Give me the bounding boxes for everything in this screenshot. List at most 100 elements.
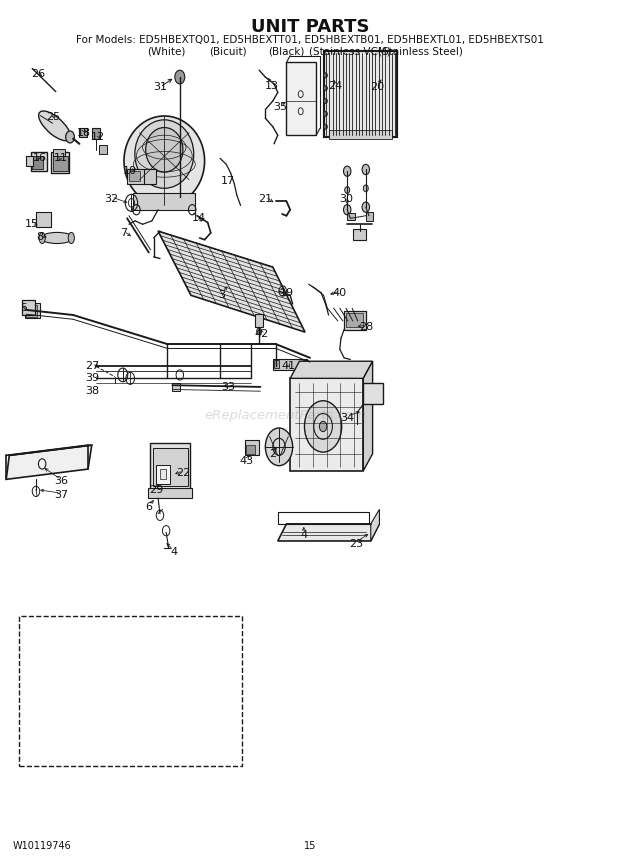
Text: 20: 20 — [370, 82, 384, 92]
Circle shape — [324, 111, 327, 116]
Text: eReplacementParts.com: eReplacementParts.com — [204, 408, 366, 422]
Text: (Stainless Steel): (Stainless Steel) — [378, 46, 463, 56]
Ellipse shape — [68, 233, 74, 244]
Bar — [255, 314, 263, 327]
Circle shape — [257, 328, 262, 335]
Text: 31: 31 — [153, 82, 167, 92]
Text: 3: 3 — [218, 290, 226, 300]
Bar — [36, 212, 51, 227]
Bar — [92, 128, 100, 139]
Bar — [150, 443, 190, 490]
Polygon shape — [290, 361, 373, 378]
Text: (Black): (Black) — [268, 46, 304, 56]
Bar — [274, 360, 279, 368]
Text: 13: 13 — [265, 80, 278, 91]
Circle shape — [345, 187, 350, 193]
Text: (Stainless VCM): (Stainless VCM) — [309, 46, 391, 56]
Circle shape — [324, 73, 327, 78]
Text: 33: 33 — [221, 382, 235, 392]
Text: W10119746: W10119746 — [12, 841, 71, 851]
Circle shape — [324, 86, 327, 91]
Ellipse shape — [146, 128, 183, 172]
Bar — [127, 169, 151, 184]
Text: 39: 39 — [85, 373, 99, 383]
Ellipse shape — [66, 131, 74, 143]
Text: 12: 12 — [91, 132, 105, 142]
Text: 28: 28 — [359, 322, 373, 332]
Text: 36: 36 — [54, 476, 68, 486]
Bar — [148, 488, 192, 498]
Text: 17: 17 — [221, 176, 235, 187]
Text: 4: 4 — [170, 547, 177, 557]
Text: 29: 29 — [149, 484, 163, 495]
Text: 38: 38 — [85, 386, 99, 396]
Text: 6: 6 — [145, 502, 153, 512]
Text: 32: 32 — [105, 193, 118, 204]
Text: 26: 26 — [32, 69, 45, 80]
Bar — [53, 149, 65, 156]
Polygon shape — [158, 231, 305, 332]
Bar — [144, 169, 156, 184]
Bar — [99, 145, 107, 154]
Circle shape — [343, 166, 351, 176]
Bar — [25, 303, 40, 318]
Text: 23: 23 — [350, 538, 363, 549]
Bar — [329, 130, 392, 139]
Bar — [344, 311, 366, 330]
Bar — [273, 359, 307, 370]
Bar — [363, 383, 383, 404]
Bar — [346, 313, 363, 327]
Text: 22: 22 — [176, 467, 190, 478]
Bar — [286, 62, 316, 135]
Text: 7: 7 — [120, 228, 128, 238]
Circle shape — [319, 421, 327, 431]
Text: 5: 5 — [20, 303, 27, 313]
Bar — [324, 51, 397, 137]
Polygon shape — [363, 361, 373, 471]
Text: 30: 30 — [339, 193, 353, 204]
Text: 25: 25 — [46, 112, 60, 122]
Circle shape — [324, 124, 327, 129]
Text: 24: 24 — [328, 80, 342, 91]
Text: 10: 10 — [123, 166, 137, 176]
Text: (Bicuit): (Bicuit) — [210, 46, 247, 56]
Text: 27: 27 — [85, 360, 99, 371]
Bar — [160, 469, 166, 479]
Bar — [133, 193, 195, 210]
Bar — [324, 51, 397, 137]
Ellipse shape — [39, 233, 45, 244]
Bar — [32, 156, 43, 169]
Text: 40: 40 — [333, 288, 347, 298]
Bar — [153, 448, 188, 486]
Text: 37: 37 — [54, 490, 68, 500]
Circle shape — [304, 401, 342, 452]
Text: 35: 35 — [273, 102, 287, 112]
Ellipse shape — [38, 111, 71, 140]
Circle shape — [324, 98, 327, 104]
Circle shape — [343, 205, 351, 215]
Text: 14: 14 — [192, 213, 205, 223]
Circle shape — [362, 202, 370, 212]
Text: 2: 2 — [269, 449, 277, 459]
Bar — [129, 171, 140, 181]
Text: 15: 15 — [25, 219, 39, 229]
Bar — [246, 445, 255, 454]
Bar — [31, 152, 46, 171]
Bar — [245, 440, 259, 455]
Text: (White): (White) — [147, 46, 185, 56]
Text: 4: 4 — [300, 530, 308, 540]
Text: 16: 16 — [33, 153, 47, 163]
Bar — [26, 305, 37, 317]
Bar — [156, 465, 170, 484]
Bar — [366, 212, 373, 221]
Text: 8: 8 — [37, 232, 44, 242]
Bar — [79, 128, 87, 137]
Polygon shape — [6, 445, 92, 479]
Bar — [19, 616, 242, 766]
Circle shape — [265, 428, 293, 466]
Bar — [290, 378, 363, 471]
Text: 15: 15 — [304, 841, 316, 851]
Text: For Models: ED5HBEXTQ01, ED5HBEXTT01, ED5HBEXTB01, ED5HBEXTL01, ED5HBEXTS01: For Models: ED5HBEXTQ01, ED5HBEXTT01, ED… — [76, 35, 544, 45]
Circle shape — [363, 185, 368, 192]
Bar — [22, 300, 35, 315]
